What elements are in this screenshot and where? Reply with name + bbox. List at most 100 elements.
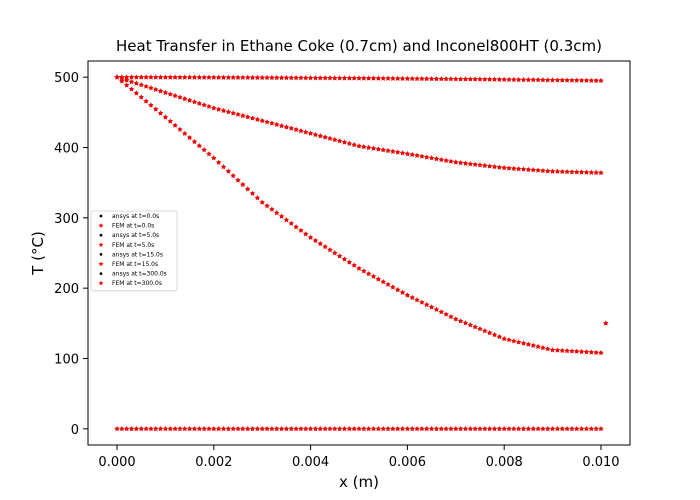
fem-point: [588, 77, 595, 84]
legend-marker: [99, 214, 103, 218]
fem-point: [506, 165, 512, 171]
fem-point: [278, 213, 285, 219]
fem-point: [230, 74, 237, 80]
fem-point: [240, 181, 246, 188]
fem-point: [559, 425, 566, 432]
fem-point: [220, 425, 227, 432]
fem-point: [525, 76, 532, 83]
fem-point: [404, 292, 411, 298]
fem-point: [206, 425, 212, 432]
fem-point: [273, 425, 280, 432]
fem-point: [549, 77, 556, 83]
legend-label: ansys at t=5.0s: [112, 232, 159, 239]
fem-point: [598, 169, 604, 176]
fem-point: [477, 325, 483, 332]
fem-point: [598, 349, 604, 356]
fem-point: [549, 425, 556, 432]
fem-point: [578, 348, 585, 355]
fem-point: [394, 75, 401, 81]
fem-point: [491, 425, 498, 432]
fem-point: [322, 425, 328, 432]
fem-point: [254, 425, 261, 432]
fem-point: [477, 425, 483, 432]
x-tick-label: 0.008: [486, 455, 523, 470]
fem-point: [152, 425, 159, 432]
fem-point: [288, 220, 295, 226]
fem-point: [215, 425, 222, 432]
fem-point: [501, 335, 508, 342]
fem-point: [278, 425, 285, 432]
fem-point: [172, 122, 178, 128]
fem-point: [448, 76, 454, 82]
fem-point: [336, 138, 343, 144]
fem-point: [530, 342, 537, 348]
fem-point: [186, 74, 193, 80]
fem-point: [428, 304, 435, 310]
fem-point: [249, 74, 256, 81]
fem-point: [394, 286, 401, 293]
fem-point: [215, 74, 222, 80]
fem-point: [593, 169, 599, 176]
fem-point: [569, 348, 575, 354]
series-fem: [114, 74, 609, 356]
fem-point: [249, 190, 256, 196]
plot-area: [114, 74, 609, 432]
fem-point: [414, 75, 420, 82]
fem-point: [356, 143, 362, 149]
fem-point: [452, 76, 459, 82]
legend-label: FEM at t=300.0s: [112, 280, 162, 287]
fem-point: [230, 110, 237, 116]
fem-point: [341, 256, 348, 262]
fem-point: [225, 108, 232, 115]
fem-point: [162, 425, 169, 432]
fem-point: [278, 122, 285, 129]
fem-point: [133, 80, 140, 86]
fem-point: [293, 126, 299, 133]
fem-point: [196, 425, 203, 432]
fem-point: [312, 74, 319, 81]
fem-point: [525, 425, 532, 432]
fem-point: [123, 77, 130, 83]
fem-point: [365, 270, 372, 277]
fem-point: [273, 209, 280, 216]
fem-point: [259, 425, 266, 432]
fem-point: [351, 425, 358, 432]
fem-point: [390, 425, 396, 432]
fem-point: [530, 76, 537, 83]
fem-point: [98, 280, 104, 286]
fem-point: [438, 75, 445, 82]
fem-point: [177, 126, 183, 132]
y-tick-label: 100: [54, 352, 79, 367]
fem-point: [496, 76, 503, 82]
fem-point: [312, 237, 319, 244]
fem-point: [172, 425, 178, 432]
fem-point: [515, 339, 522, 345]
fem-point: [559, 347, 566, 354]
fem-point: [583, 77, 590, 83]
fem-point: [588, 349, 595, 355]
fem-point: [404, 425, 411, 432]
fem-point: [360, 143, 367, 150]
legend: ansys at t=0.0s FEM at t=0.0s ansys at t=5…: [90, 210, 178, 292]
fem-point: [298, 74, 304, 81]
fem-point: [191, 98, 198, 105]
fem-point: [462, 76, 469, 82]
fem-point: [278, 74, 285, 81]
fem-point: [331, 136, 338, 143]
fem-point: [457, 76, 464, 82]
fem-point: [181, 130, 188, 137]
fem-point: [419, 299, 425, 305]
fem-point: [457, 159, 464, 166]
fem-point: [583, 425, 590, 432]
fem-point: [186, 97, 193, 103]
legend-label: ansys at t=300.0s: [112, 271, 167, 278]
fem-point: [535, 425, 541, 432]
fem-point: [390, 148, 396, 154]
fem-point: [191, 425, 198, 432]
fem-point: [283, 425, 290, 432]
fem-point: [506, 336, 512, 343]
fem-point: [128, 425, 135, 432]
fem-point: [152, 106, 159, 112]
legend-label: ansys at t=0.0s: [112, 213, 159, 220]
y-tick-label: 500: [54, 71, 79, 86]
